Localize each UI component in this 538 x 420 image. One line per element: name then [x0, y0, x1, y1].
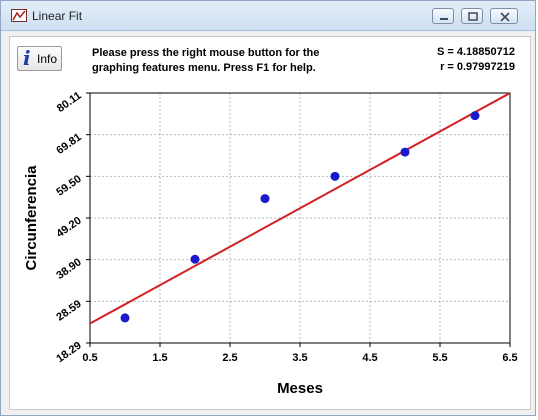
data-point[interactable]	[330, 171, 340, 181]
x-tick-label: 5.5	[432, 352, 447, 364]
info-icon: i	[23, 46, 31, 70]
y-tick-label: 69.81	[54, 131, 83, 157]
y-tick-label: 38.90	[54, 256, 83, 282]
y-tick-label: 59.50	[54, 173, 83, 199]
x-tick-label: 0.5	[82, 352, 97, 364]
stat-s-value: S = 4.18850712	[437, 46, 515, 58]
fit-chart[interactable]: 0.5 1.5 2.5 3.5 4.5 5.5 6.5 18.29 28.59 38.90 49.2…	[10, 37, 530, 409]
maximize-icon	[468, 12, 478, 21]
app-icon	[11, 9, 27, 22]
help-hint-line-2: graphing features menu. Press F1 for hel…	[92, 62, 316, 74]
close-button[interactable]	[490, 8, 518, 24]
help-hint: Please press the right mouse button for …	[92, 46, 352, 76]
x-axis-title: Meses	[277, 380, 323, 397]
info-button[interactable]: i Info	[17, 46, 62, 71]
info-button-label: Info	[37, 52, 58, 66]
y-tick-label: 49.20	[54, 215, 83, 241]
x-tick-label: 6.5	[502, 352, 517, 364]
data-point[interactable]	[400, 147, 410, 157]
minimize-icon	[440, 18, 448, 20]
x-tick-label: 3.5	[292, 352, 307, 364]
data-point[interactable]	[120, 313, 130, 323]
data-point[interactable]	[470, 111, 480, 121]
y-axis-title: Circunferencia	[23, 165, 40, 271]
plot-panel[interactable]: i Info Please press the right mouse butt…	[9, 36, 531, 410]
stat-r-value: r = 0.97997219	[440, 61, 515, 73]
y-tick-label: 18.29	[54, 340, 83, 366]
x-tick-label: 2.5	[222, 352, 237, 364]
data-point[interactable]	[260, 194, 270, 204]
y-tick-label: 28.59	[54, 298, 83, 324]
help-hint-line-1: Please press the right mouse button for …	[92, 47, 320, 59]
maximize-button[interactable]	[461, 8, 483, 24]
data-point[interactable]	[190, 254, 200, 264]
title-bar[interactable]: Linear Fit	[1, 1, 535, 31]
x-tick-label: 1.5	[152, 352, 167, 364]
window-title: Linear Fit	[32, 9, 83, 23]
y-tick-label: 80.11	[55, 90, 84, 115]
fit-line	[90, 93, 510, 325]
x-tick-label: 4.5	[362, 352, 377, 364]
minimize-button[interactable]	[432, 8, 454, 24]
close-icon	[500, 12, 510, 22]
